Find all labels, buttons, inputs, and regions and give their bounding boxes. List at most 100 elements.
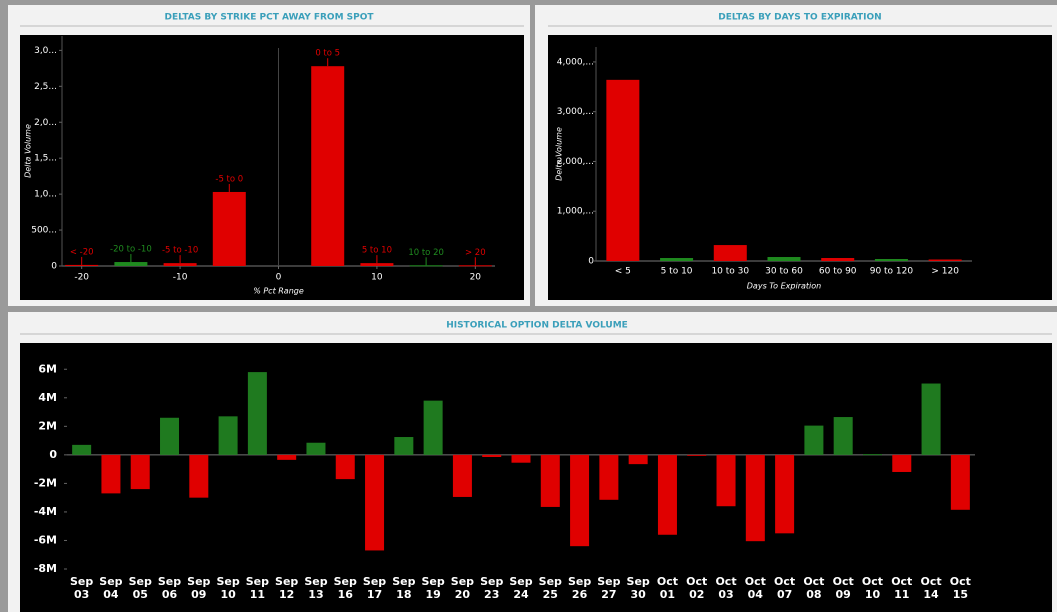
bar	[160, 417, 180, 455]
bar	[862, 454, 882, 456]
y-tick-label: 0	[51, 262, 57, 272]
bar	[660, 258, 694, 261]
bar-label: -5 to -10	[162, 246, 198, 256]
bar	[540, 454, 560, 507]
chart-title: HISTORICAL OPTION DELTA VOLUME	[446, 321, 628, 331]
bar	[628, 454, 648, 465]
x-tick-label: Oct 15	[949, 575, 971, 601]
x-tick-label: < 5	[615, 267, 631, 277]
bar	[804, 425, 824, 455]
bar	[212, 191, 246, 266]
x-tick-label: Oct 08	[803, 575, 825, 601]
x-tick-label: > 120	[931, 267, 959, 277]
y-tick-label: 4,000,...	[557, 57, 594, 67]
x-tick-label: Sep 24	[509, 575, 533, 601]
bar-label: -20 to -10	[110, 245, 152, 255]
y-tick-label: 2M	[38, 419, 57, 432]
x-axis-label: % Pct Range	[253, 287, 304, 296]
x-tick-label: Sep 13	[304, 575, 328, 601]
x-tick-label: Oct 04	[744, 575, 766, 601]
x-tick-label: Sep 19	[421, 575, 445, 601]
x-tick-label: Oct 07	[774, 575, 796, 601]
bar	[365, 454, 385, 551]
x-tick-label: -20	[74, 273, 89, 283]
bar	[65, 264, 99, 266]
bar	[821, 258, 855, 261]
bar	[247, 372, 267, 455]
plot-area	[20, 343, 1052, 612]
y-tick-label: -4M	[34, 505, 57, 518]
y-tick-label: -6M	[34, 533, 57, 546]
x-tick-label: Sep 17	[362, 575, 387, 601]
bar	[921, 383, 941, 455]
x-tick-label: Sep 25	[538, 575, 562, 601]
x-tick-label: 60 to 90	[819, 267, 857, 277]
y-tick-label: 3,0...	[34, 46, 57, 56]
bar	[311, 66, 345, 266]
y-tick-label: 4M	[38, 391, 57, 404]
y-tick-label: -2M	[34, 476, 57, 489]
bar	[452, 454, 472, 497]
bar	[394, 437, 414, 455]
bar-label: 10 to 20	[408, 248, 444, 258]
bar-label: < -20	[70, 247, 94, 257]
bar	[716, 454, 736, 507]
x-tick-label: Sep 23	[480, 575, 504, 601]
x-axis-label: Days To Expiration	[747, 282, 821, 291]
bar-label: 0 to 5	[315, 49, 340, 59]
bar-label: > 20	[465, 248, 486, 258]
x-tick-label: Sep 04	[99, 575, 123, 601]
x-tick-label: Sep 26	[567, 575, 592, 601]
y-tick-label: 0	[588, 257, 594, 267]
bar	[606, 79, 640, 261]
y-tick-label: 6M	[38, 362, 57, 375]
bar	[657, 454, 677, 535]
y-axis-label: Delta Volume	[24, 124, 33, 178]
x-tick-label: Oct 02	[686, 575, 708, 601]
x-tick-label: Oct 09	[832, 575, 854, 601]
x-tick-label: Sep 20	[450, 575, 475, 601]
bar	[892, 454, 912, 472]
x-tick-label: Sep 05	[128, 575, 152, 601]
bar	[458, 265, 492, 267]
y-tick-label: 2,000,...	[557, 157, 594, 167]
bar	[482, 454, 502, 457]
bar	[745, 454, 765, 542]
y-tick-label: 3,000,...	[557, 107, 594, 117]
x-tick-label: Oct 14	[920, 575, 942, 601]
x-tick-label: 10	[371, 273, 383, 283]
x-tick-label: Sep 06	[157, 575, 182, 601]
plot-area	[20, 35, 524, 300]
y-axis-label: Delta Volume	[555, 127, 564, 181]
bar	[687, 454, 707, 456]
bar	[511, 454, 531, 463]
x-tick-label: Sep 03	[70, 575, 94, 601]
bar	[833, 417, 853, 455]
bar	[775, 454, 795, 534]
x-tick-label: Sep 30	[626, 575, 650, 601]
x-tick-label: Sep 09	[187, 575, 211, 601]
bar	[163, 263, 197, 266]
bar	[713, 245, 747, 261]
x-tick-label: 10 to 30	[711, 267, 749, 277]
y-tick-label: 2,0...	[34, 118, 57, 128]
y-tick-label: 500...	[31, 226, 57, 236]
bar-label: 5 to 10	[362, 246, 392, 256]
bar	[130, 454, 150, 490]
x-tick-label: 30 to 60	[765, 267, 803, 277]
y-tick-label: 1,000,...	[557, 207, 594, 217]
x-tick-label: 5 to 10	[661, 267, 693, 277]
bar	[950, 454, 970, 510]
x-tick-label: Oct 11	[891, 575, 913, 601]
x-tick-label: Sep 12	[275, 575, 299, 601]
x-tick-label: Sep 27	[597, 575, 621, 601]
x-tick-label: Oct 03	[715, 575, 737, 601]
bar	[277, 454, 297, 460]
x-tick-label: Sep 11	[245, 575, 269, 601]
chart-title: DELTAS BY STRIKE PCT AWAY FROM SPOT	[164, 13, 374, 23]
x-tick-label: Oct 10	[861, 575, 884, 601]
bar	[570, 454, 590, 547]
x-tick-label: 0	[276, 273, 282, 283]
bar	[72, 444, 92, 455]
bar	[306, 442, 326, 455]
